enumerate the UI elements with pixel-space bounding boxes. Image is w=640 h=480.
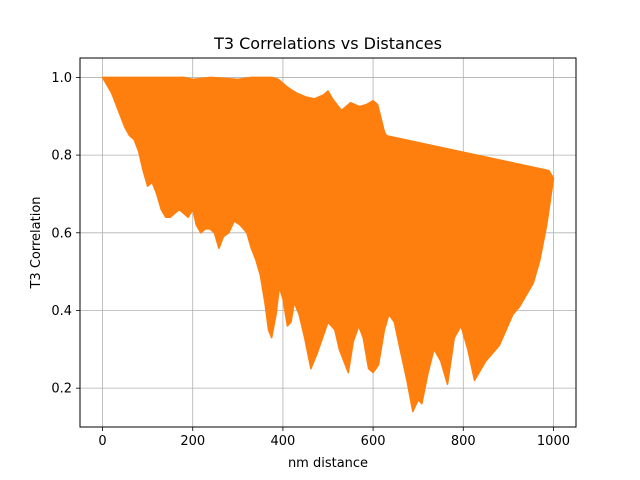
plot-frame xyxy=(79,57,577,428)
series-area-0 xyxy=(101,76,555,413)
x-tick-label: 1000 xyxy=(537,434,570,449)
y-tick-label: 1.0 xyxy=(51,71,72,86)
chart-title: T3 Correlations vs Distances xyxy=(213,34,442,53)
y-tick-label: 0.8 xyxy=(51,149,72,164)
x-tick-label: 600 xyxy=(361,434,386,449)
y-tick-label: 0.2 xyxy=(51,382,72,397)
x-tick-label: 800 xyxy=(451,434,476,449)
plot-data xyxy=(101,76,555,413)
x-axis-label: nm distance xyxy=(288,456,368,471)
y-tick-label: 0.4 xyxy=(51,304,72,319)
axis-ticks: 0 200 400 600 800 1000 0.2 0.4 0.6 0.8 1.0 xyxy=(51,71,570,449)
x-tick-label: 400 xyxy=(270,434,295,449)
y-axis-label: T3 Correlation xyxy=(29,196,44,289)
x-tick-label: 200 xyxy=(180,434,205,449)
y-tick-label: 0.6 xyxy=(51,226,72,241)
x-tick-label: 0 xyxy=(98,434,106,449)
